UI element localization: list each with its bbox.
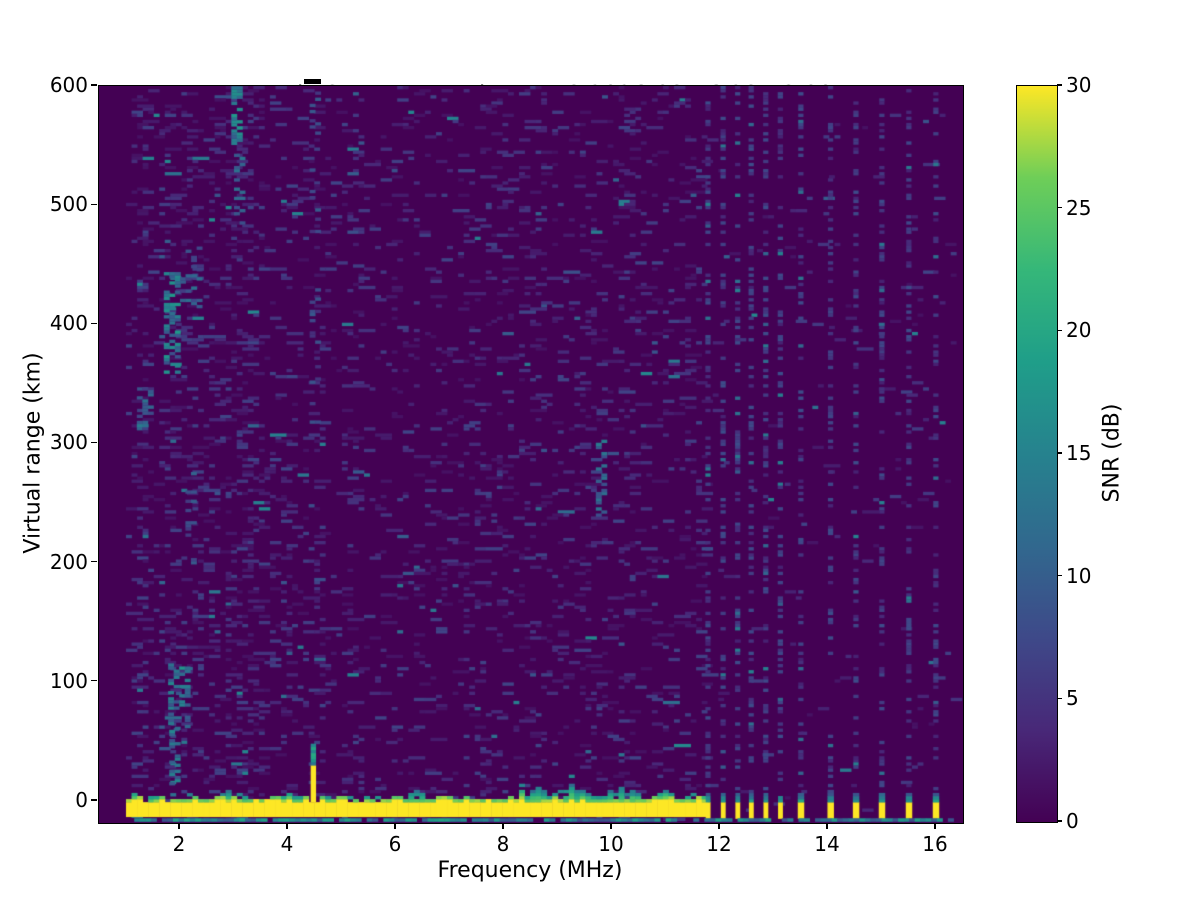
colorbar-tick-mark (1057, 207, 1062, 209)
colorbar-tick-label: 15 (1066, 441, 1092, 465)
colorbar-tick-mark (1057, 697, 1062, 699)
colorbar-tick-label: 0 (1066, 809, 1079, 833)
x-tick-mark (394, 823, 396, 829)
y-tick-mark (91, 84, 97, 86)
colorbar-tick-label: 30 (1066, 73, 1092, 97)
y-tick-label: 0 (75, 787, 88, 812)
y-tick-mark (91, 203, 97, 205)
x-tick-mark (286, 823, 288, 829)
x-tick-label: 8 (496, 832, 510, 856)
x-tick-label: 14 (814, 832, 840, 856)
x-tick-mark (718, 823, 720, 829)
colorbar-tick-mark (1057, 452, 1062, 454)
x-tick-mark (178, 823, 180, 829)
x-axis-label: Frequency (MHz) (437, 858, 623, 883)
x-tick-label: 6 (388, 832, 402, 856)
colorbar-tick-label: 10 (1066, 563, 1092, 588)
colorbar (1016, 85, 1058, 823)
y-tick-mark (91, 441, 97, 444)
y-tick-label: 600 (49, 73, 88, 97)
y-tick-mark (91, 322, 97, 324)
colorbar-tick-mark (1057, 575, 1062, 577)
y-tick-label: 400 (49, 311, 88, 336)
colorbar-tick-label: 25 (1066, 195, 1092, 220)
plot-area (98, 85, 964, 824)
clipped-echo-artifact (303, 79, 321, 84)
colorbar-tick-label: 20 (1066, 318, 1092, 343)
ionogram-heatmap (99, 86, 963, 823)
x-tick-mark (826, 823, 828, 829)
y-tick-mark (91, 561, 97, 563)
colorbar-tick-label: 5 (1066, 686, 1079, 711)
x-tick-label: 4 (280, 832, 294, 856)
colorbar-tick-mark (1057, 820, 1062, 822)
y-tick-mark (91, 799, 97, 801)
x-tick-label: 16 (922, 832, 948, 856)
y-tick-mark (91, 680, 97, 682)
x-tick-mark (934, 823, 936, 829)
x-tick-label: 12 (706, 832, 732, 856)
colorbar-tick-mark (1057, 84, 1062, 86)
y-tick-label: 300 (49, 430, 88, 455)
x-tick-mark (610, 823, 612, 829)
y-tick-label: 200 (49, 549, 88, 574)
y-tick-label: 100 (49, 668, 88, 693)
colorbar-tick-mark (1057, 329, 1062, 331)
x-tick-label: 2 (172, 832, 186, 856)
x-tick-label: 10 (598, 832, 624, 856)
x-tick-mark (502, 823, 504, 829)
y-tick-label: 500 (49, 192, 88, 217)
